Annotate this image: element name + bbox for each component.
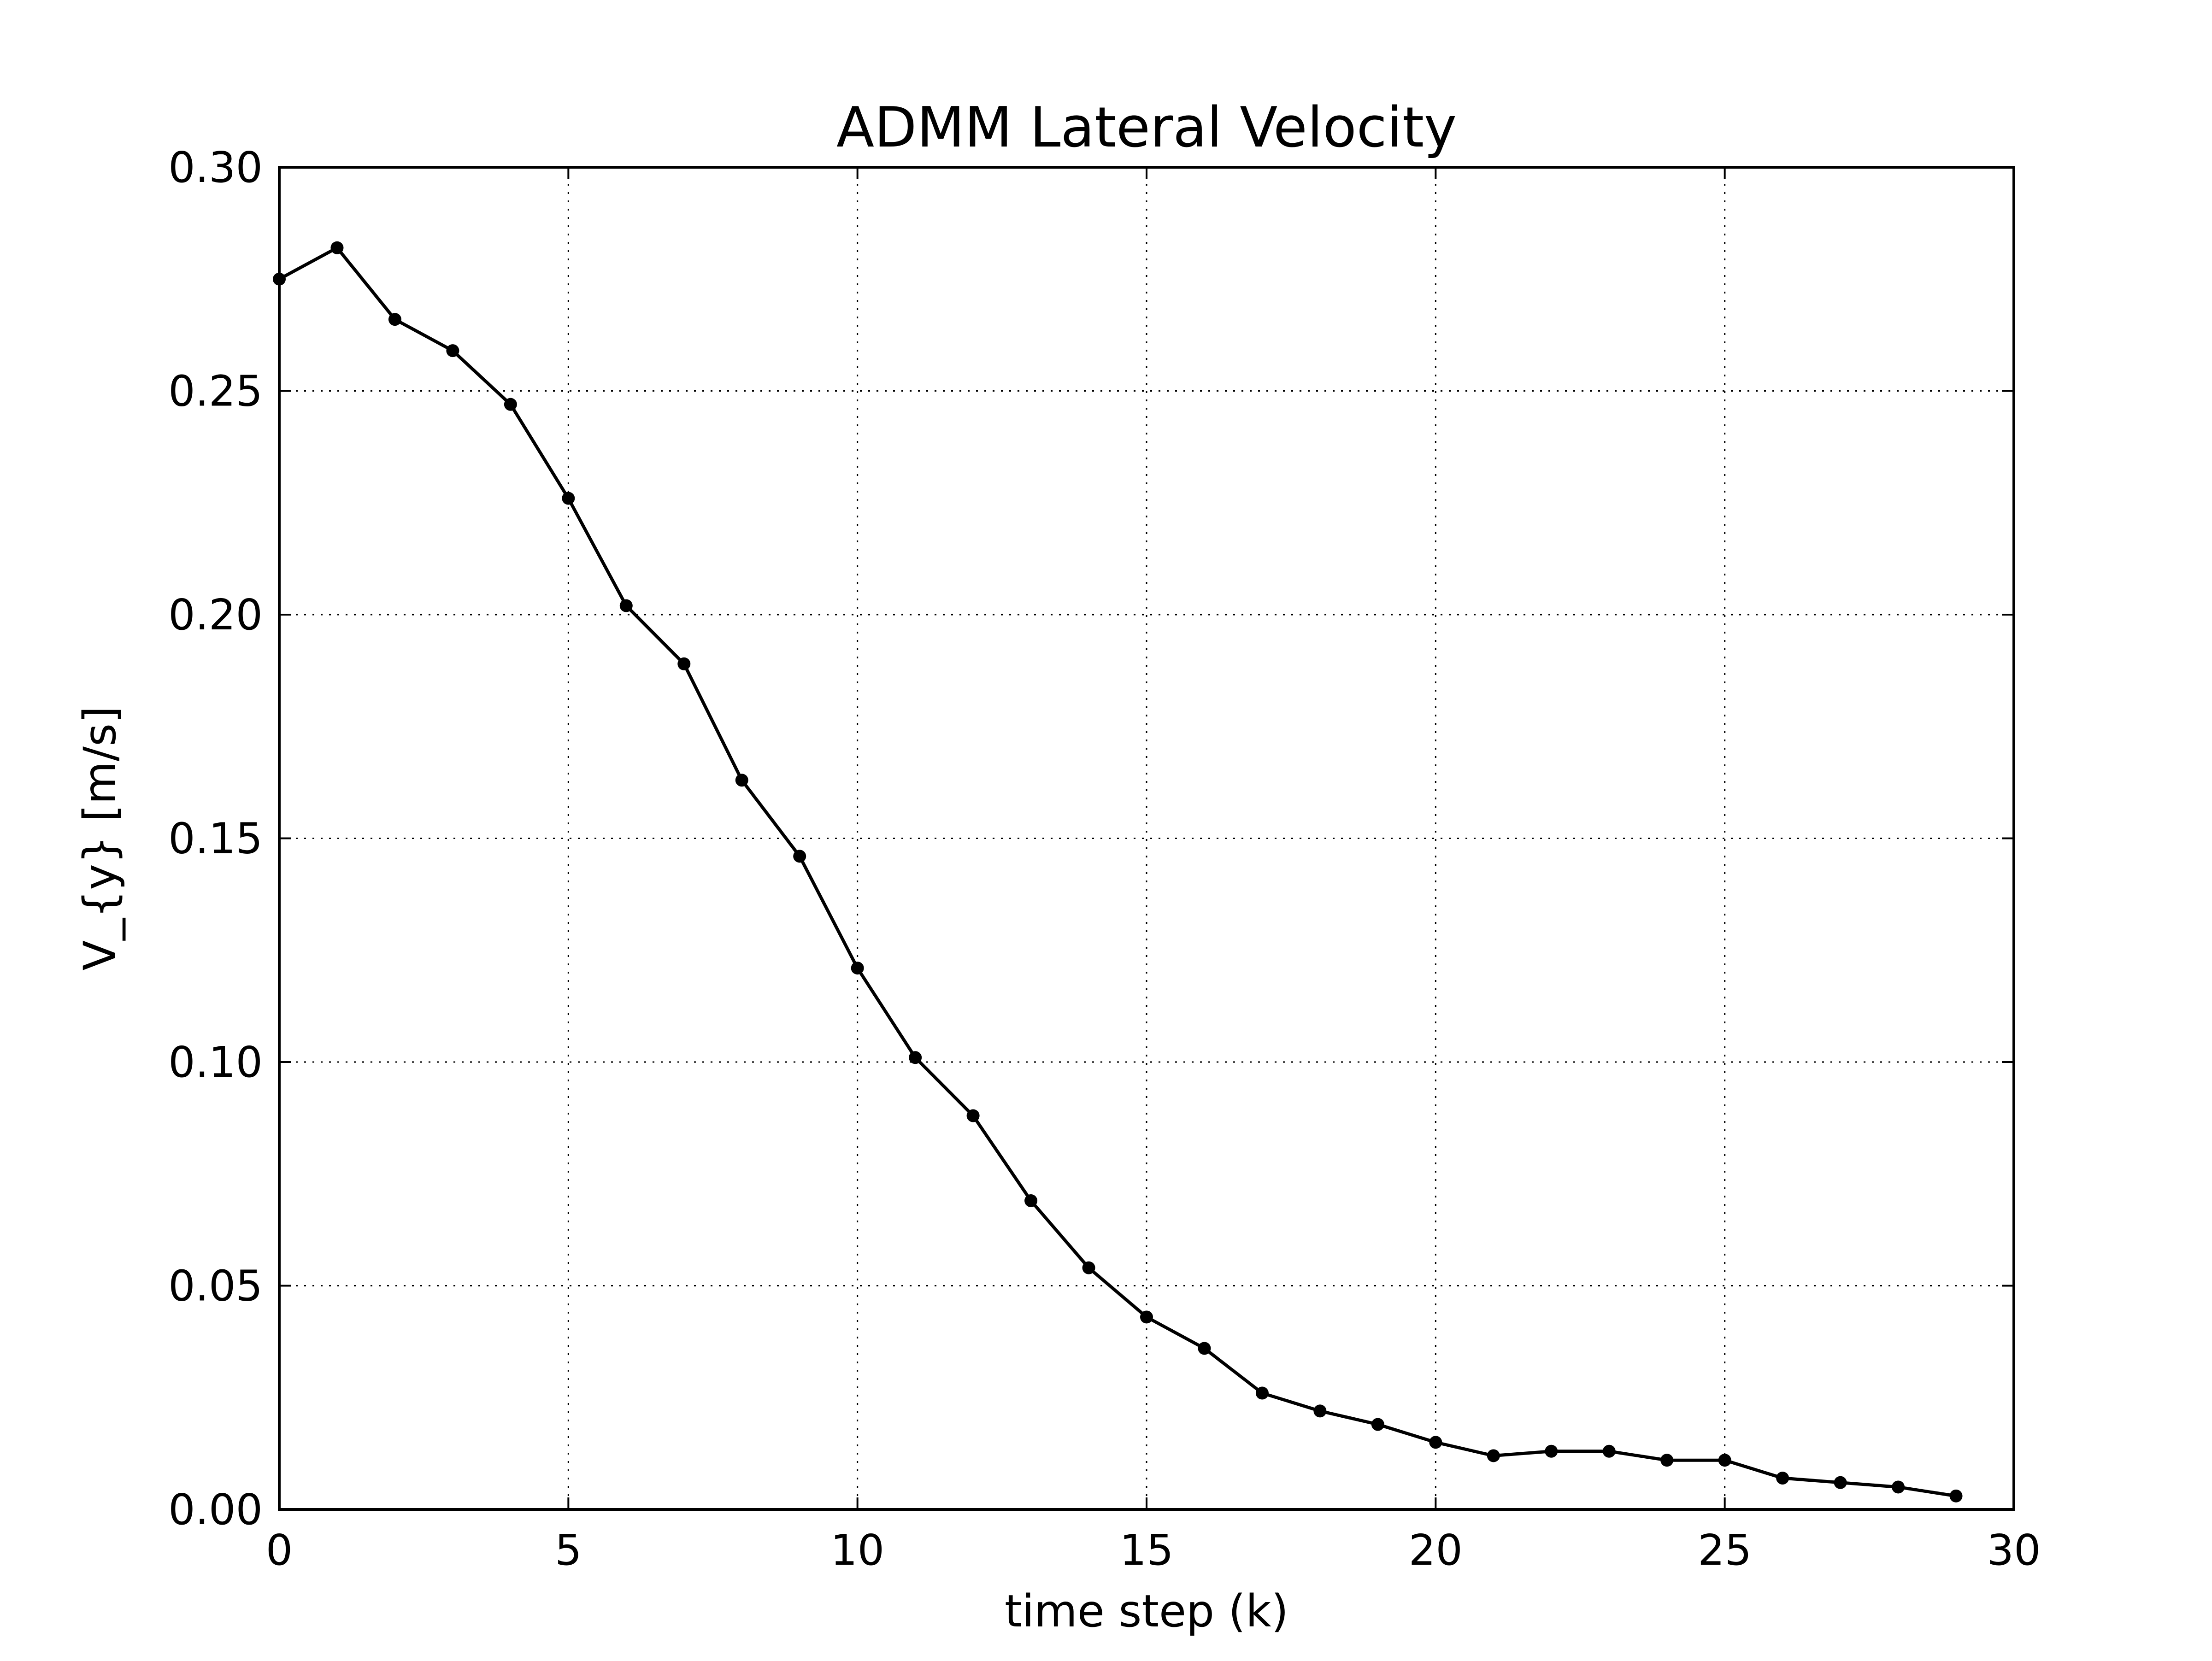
- y-tick-label: 0.05: [168, 1262, 263, 1311]
- y-tick-label: 0.10: [168, 1038, 263, 1087]
- data-point: [1776, 1472, 1789, 1485]
- data-point: [1487, 1449, 1500, 1462]
- chart-title: ADMM Lateral Velocity: [836, 96, 1457, 160]
- data-point: [1024, 1194, 1038, 1208]
- y-axis-label: V_{y} [m/s]: [74, 706, 126, 971]
- series-layer: [273, 241, 1963, 1503]
- data-point: [1718, 1454, 1731, 1467]
- data-point: [504, 398, 517, 411]
- x-tick-label: 10: [830, 1526, 884, 1575]
- data-point: [1371, 1418, 1384, 1431]
- data-point: [330, 241, 344, 254]
- data-point: [1429, 1436, 1442, 1449]
- y-tick-label: 0.25: [168, 367, 263, 416]
- data-point: [677, 657, 691, 670]
- data-point: [1660, 1454, 1674, 1467]
- x-tick-label: 5: [555, 1526, 582, 1575]
- x-tick-label: 20: [1409, 1526, 1463, 1575]
- x-tick-label: 30: [1987, 1526, 2041, 1575]
- data-point: [793, 850, 806, 863]
- y-tick-label: 0.15: [168, 814, 263, 863]
- data-point: [1255, 1386, 1269, 1400]
- data-point: [1082, 1261, 1095, 1274]
- data-point: [619, 599, 633, 612]
- data-point: [388, 313, 401, 326]
- x-tick-label: 15: [1119, 1526, 1173, 1575]
- data-point: [909, 1051, 922, 1064]
- y-tick-label: 0.00: [168, 1485, 263, 1534]
- series-line: [278, 246, 1957, 1498]
- data-point: [1198, 1342, 1211, 1355]
- x-tick-label: 25: [1698, 1526, 1752, 1575]
- data-point: [966, 1109, 980, 1122]
- data-point: [446, 344, 459, 358]
- data-point: [1892, 1480, 1905, 1494]
- data-point: [1313, 1404, 1327, 1418]
- y-tick-label: 0.20: [168, 590, 263, 640]
- data-point: [851, 962, 864, 975]
- y-tick-label: 0.30: [168, 143, 263, 192]
- data-point: [735, 774, 748, 787]
- data-point: [1834, 1476, 1847, 1489]
- data-point: [1545, 1444, 1558, 1458]
- data-point: [1602, 1444, 1616, 1458]
- x-axis-label: time step (k): [1005, 1585, 1288, 1637]
- data-point: [1949, 1489, 1963, 1503]
- data-point: [1140, 1310, 1153, 1324]
- ticks: 0 5 10 15 20 25 30 0.00 0.05 0.10 0.15 0.20 0.25 0.30: [168, 143, 2041, 1575]
- x-tick-label: 0: [266, 1526, 293, 1575]
- data-point: [562, 492, 575, 505]
